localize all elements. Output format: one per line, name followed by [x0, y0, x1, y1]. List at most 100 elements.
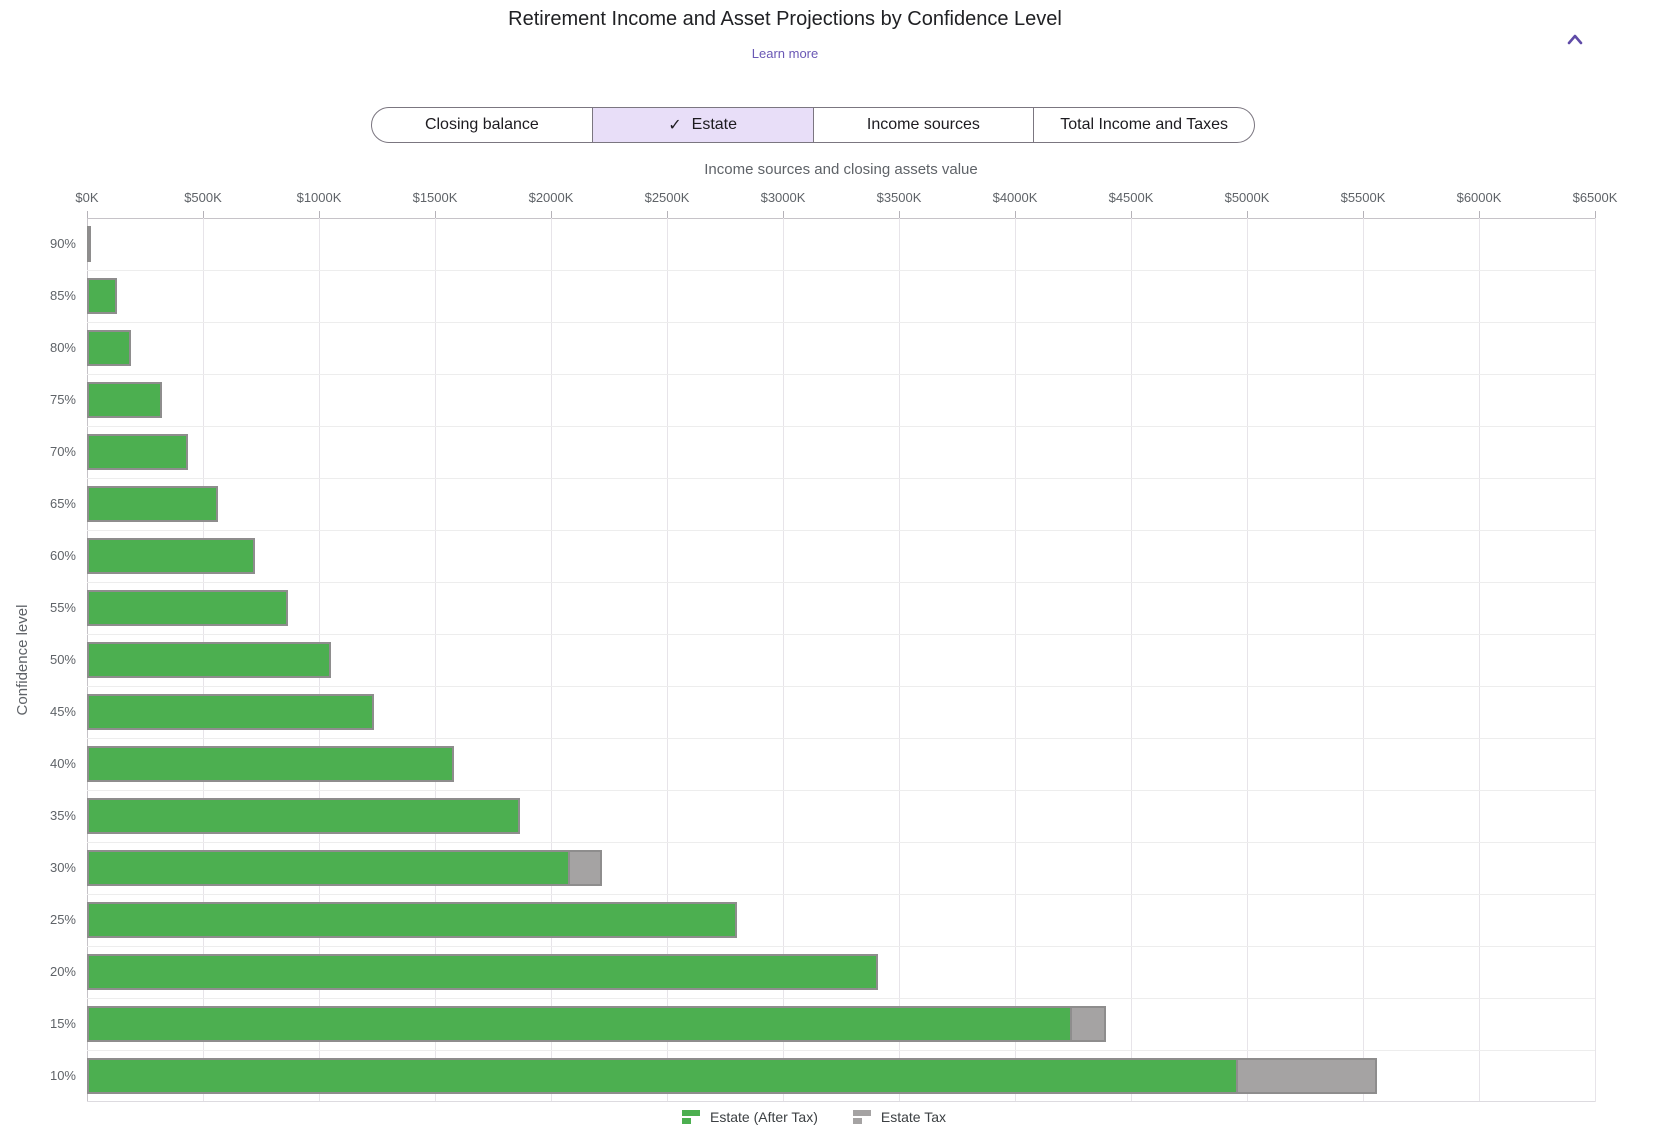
row-separator — [87, 998, 1595, 999]
tab-label: Estate — [691, 116, 737, 133]
chart-plot-area — [86, 218, 1596, 1102]
x-tick-label: $3500K — [876, 190, 922, 205]
bar-row — [87, 538, 256, 574]
bar-estate-after-tax[interactable] — [87, 1058, 1238, 1094]
bar-row — [87, 590, 288, 626]
gridline — [782, 218, 784, 1102]
bar-row — [87, 330, 132, 366]
y-axis-title: Confidence level — [14, 604, 31, 716]
x-tick-mark — [550, 211, 552, 218]
bar-row — [87, 746, 454, 782]
bar-row — [87, 694, 374, 730]
gridline — [1014, 218, 1016, 1102]
y-tick-label: 60% — [49, 548, 76, 563]
legend-item: Estate Tax — [852, 1107, 946, 1127]
bar-estate-after-tax[interactable] — [87, 538, 256, 574]
row-separator — [87, 842, 1595, 843]
row-separator — [87, 270, 1595, 271]
bar-estate-tax[interactable] — [1235, 1058, 1378, 1094]
gridline — [1246, 218, 1248, 1102]
row-separator — [87, 790, 1595, 791]
learn-more-link[interactable]: Learn more — [0, 46, 1570, 61]
bar-estate-after-tax[interactable] — [87, 850, 570, 886]
gridline — [1362, 218, 1364, 1102]
bar-row — [87, 642, 331, 678]
row-separator — [87, 894, 1595, 895]
bar-estate-after-tax[interactable] — [87, 642, 331, 678]
tab-closing-balance[interactable]: Closing balance — [371, 107, 593, 143]
chart-legend: Estate (After Tax) Estate Tax — [0, 1102, 1627, 1132]
y-tick-label: 10% — [49, 1068, 76, 1083]
bar-estate-after-tax[interactable] — [87, 1006, 1072, 1042]
y-tick-label: 40% — [49, 756, 76, 771]
gridline — [1130, 218, 1132, 1102]
bar-row — [87, 954, 879, 990]
x-tick-mark — [318, 211, 320, 218]
x-tick-label: $4000K — [992, 190, 1038, 205]
gridline — [666, 218, 668, 1102]
gridline — [1594, 218, 1596, 1102]
row-separator — [87, 322, 1595, 323]
bar-estate-after-tax[interactable] — [87, 590, 288, 626]
bar-estate-after-tax[interactable] — [87, 486, 219, 522]
x-tick-mark — [1478, 211, 1480, 218]
bar-estate-after-tax[interactable] — [87, 694, 374, 730]
y-tick-label: 20% — [49, 964, 76, 979]
collapse-button[interactable] — [1558, 26, 1592, 54]
y-tick-label: 50% — [49, 652, 76, 667]
x-tick-label: $500K — [184, 190, 222, 205]
bar-estate-tax[interactable] — [1069, 1006, 1106, 1042]
bar-estate-after-tax[interactable] — [87, 226, 91, 262]
bar-estate-after-tax[interactable] — [87, 382, 163, 418]
legend-bars-icon — [852, 1110, 871, 1124]
tab-income-sources[interactable]: Income sources — [813, 107, 1035, 143]
x-tick-mark — [1594, 211, 1596, 218]
chevron-up-icon — [1567, 34, 1583, 45]
plot-top-border — [87, 218, 1595, 219]
bar-estate-after-tax[interactable] — [87, 434, 188, 470]
bar-estate-after-tax[interactable] — [87, 798, 520, 834]
y-tick-label: 15% — [49, 1016, 76, 1031]
bar-row — [87, 1058, 1378, 1094]
bar-row — [87, 850, 603, 886]
bar-estate-after-tax[interactable] — [87, 902, 737, 938]
x-tick-label: $1000K — [296, 190, 342, 205]
tab-total-income-and-taxes[interactable]: Total Income and Taxes — [1034, 107, 1255, 143]
y-tick-label: 90% — [49, 236, 76, 251]
row-separator — [87, 1050, 1595, 1051]
bar-estate-after-tax[interactable] — [87, 330, 132, 366]
learn-more-label[interactable]: Learn more — [751, 46, 819, 61]
bar-estate-after-tax[interactable] — [87, 746, 454, 782]
page-title: Retirement Income and Asset Projections … — [508, 8, 1062, 30]
bar-row — [87, 902, 737, 938]
tab-estate[interactable]: ✓ Estate — [592, 107, 814, 143]
x-tick-label: $1500K — [412, 190, 458, 205]
x-tick-label: $0K — [75, 190, 99, 205]
bar-row — [87, 434, 188, 470]
bar-estate-after-tax[interactable] — [87, 278, 118, 314]
row-separator — [87, 582, 1595, 583]
y-tick-label: 35% — [49, 808, 76, 823]
x-tick-mark — [202, 211, 204, 218]
bar-estate-after-tax[interactable] — [87, 954, 879, 990]
x-tick-mark — [1246, 211, 1248, 218]
row-separator — [87, 426, 1595, 427]
row-separator — [87, 478, 1595, 479]
bar-row — [87, 382, 163, 418]
legend-bars-icon — [681, 1110, 700, 1124]
bar-estate-tax[interactable] — [567, 850, 603, 886]
y-tick-label: 30% — [49, 860, 76, 875]
row-separator — [87, 738, 1595, 739]
tab-label: Total Income and Taxes — [1060, 116, 1229, 133]
x-tick-mark — [666, 211, 668, 218]
row-separator — [87, 634, 1595, 635]
y-tick-label: 70% — [49, 444, 76, 459]
legend-item: Estate (After Tax) — [681, 1107, 818, 1127]
x-tick-mark — [1014, 211, 1016, 218]
x-tick-mark — [434, 211, 436, 218]
y-tick-label: 75% — [49, 392, 76, 407]
y-tick-label: 85% — [49, 288, 76, 303]
bar-row — [87, 278, 118, 314]
view-tab-bar: Closing balance ✓ Estate Income sources … — [371, 107, 1255, 143]
x-tick-label: $5500K — [1340, 190, 1386, 205]
